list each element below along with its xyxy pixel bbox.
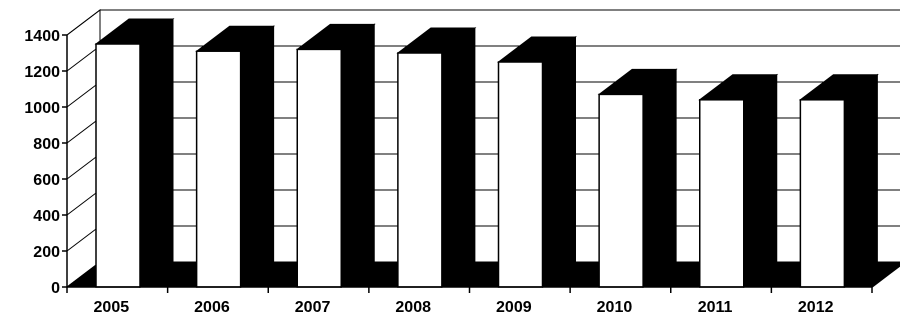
floor-plane <box>67 262 900 287</box>
bar-side <box>843 73 878 289</box>
bar <box>295 23 376 289</box>
gridline-side <box>66 9 101 36</box>
bar-side <box>743 73 778 289</box>
bar-front <box>195 50 242 288</box>
y-tick-label: 1400 <box>24 28 60 45</box>
chart-floor <box>67 262 900 287</box>
y-tick-label: 1000 <box>24 100 60 117</box>
y-tick-label: 0 <box>51 280 60 297</box>
bar-side <box>240 25 275 289</box>
bar-front <box>799 99 846 288</box>
bar <box>195 25 276 289</box>
bar-front <box>296 48 342 288</box>
axes <box>62 34 900 293</box>
y-tick-label: 600 <box>33 172 60 189</box>
bar-side <box>441 26 476 289</box>
bar-front <box>598 93 644 288</box>
x-tick-label: 2009 <box>496 299 532 316</box>
gridline-side <box>66 45 101 72</box>
bar-side <box>340 23 375 289</box>
x-tick-label: 2008 <box>395 299 431 316</box>
bar-front <box>497 61 544 288</box>
bar-side <box>642 68 677 289</box>
bar <box>798 73 879 289</box>
bar <box>94 17 175 289</box>
gridline-side <box>66 153 101 180</box>
x-tick-label: 2007 <box>295 299 331 316</box>
x-tick-label: 2006 <box>194 299 230 316</box>
y-tick-label: 800 <box>33 136 60 153</box>
side-wall <box>66 8 101 289</box>
bar-front <box>95 43 141 288</box>
bar-side <box>542 35 576 289</box>
bar <box>597 68 678 289</box>
x-tick-labels: 2005 2006 2007 2008 2009 2010 2011 2012 <box>94 299 834 316</box>
bars <box>94 17 879 289</box>
y-tick-label: 400 <box>33 208 60 225</box>
gridline-side <box>66 117 101 144</box>
gridline-side <box>66 225 101 252</box>
bar-front <box>397 52 443 288</box>
y-tick-label: 1200 <box>24 64 60 81</box>
y-tick-labels: 0 200 400 600 800 1000 1200 1400 <box>24 28 60 297</box>
bar <box>698 73 779 289</box>
y-tick-label: 200 <box>33 244 60 261</box>
gridline-side <box>66 189 101 216</box>
bar <box>396 26 477 289</box>
x-tick-label: 2005 <box>94 299 130 316</box>
x-tick-label: 2010 <box>597 299 633 316</box>
gridline-side <box>66 81 101 108</box>
bar <box>497 35 577 289</box>
x-tick-label: 2011 <box>698 299 733 316</box>
bar-front <box>699 99 745 288</box>
x-tick-label: 2012 <box>798 299 834 316</box>
bar-side <box>139 17 174 289</box>
